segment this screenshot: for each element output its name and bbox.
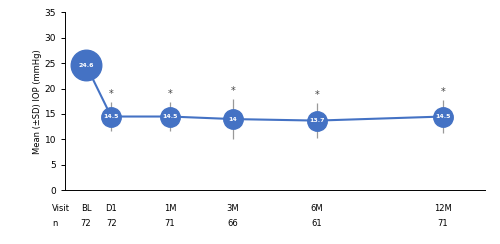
Text: *: * bbox=[168, 89, 172, 99]
Text: BL: BL bbox=[81, 204, 91, 213]
Text: 3M: 3M bbox=[226, 204, 239, 213]
Text: Visit: Visit bbox=[52, 204, 70, 213]
Text: 71: 71 bbox=[438, 219, 448, 228]
Text: 14: 14 bbox=[228, 117, 237, 122]
Text: 72: 72 bbox=[80, 219, 92, 228]
Text: 24.6: 24.6 bbox=[78, 63, 94, 68]
Text: 14.5: 14.5 bbox=[104, 114, 119, 119]
Text: *: * bbox=[314, 90, 320, 100]
Text: 14.5: 14.5 bbox=[162, 114, 178, 119]
Text: *: * bbox=[109, 89, 114, 99]
Text: n: n bbox=[52, 219, 58, 228]
Y-axis label: Mean (±SD) IOP (mmHg): Mean (±SD) IOP (mmHg) bbox=[32, 49, 42, 154]
Text: D1: D1 bbox=[106, 204, 117, 213]
Text: 72: 72 bbox=[106, 219, 117, 228]
Text: 14.5: 14.5 bbox=[435, 114, 451, 119]
Text: 71: 71 bbox=[164, 219, 175, 228]
Text: 66: 66 bbox=[228, 219, 238, 228]
Text: 1M: 1M bbox=[164, 204, 176, 213]
Text: 13.7: 13.7 bbox=[309, 118, 325, 123]
Text: *: * bbox=[230, 86, 235, 96]
Text: 61: 61 bbox=[312, 219, 322, 228]
Text: *: * bbox=[440, 87, 446, 97]
Text: 6M: 6M bbox=[310, 204, 324, 213]
Text: 12M: 12M bbox=[434, 204, 452, 213]
